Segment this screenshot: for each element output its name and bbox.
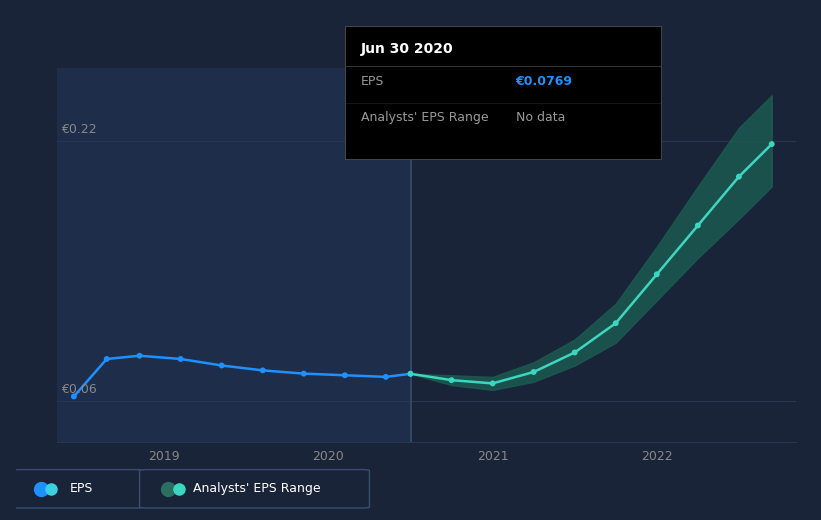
Text: Analysts' EPS Range: Analysts' EPS Range	[360, 111, 488, 124]
Text: €0.22: €0.22	[61, 123, 96, 136]
Point	[404, 370, 417, 378]
Point	[527, 368, 540, 376]
Point	[215, 361, 228, 370]
Text: EPS: EPS	[70, 483, 93, 495]
Text: €0.06: €0.06	[61, 383, 97, 396]
Text: EPS: EPS	[360, 75, 384, 88]
Point	[445, 376, 458, 384]
Point	[568, 348, 581, 357]
Text: No data: No data	[516, 111, 565, 124]
Point	[486, 379, 499, 387]
Point	[379, 373, 392, 381]
Point	[404, 370, 417, 378]
Point	[338, 371, 351, 380]
Text: Actual: Actual	[365, 83, 404, 96]
Point	[691, 222, 704, 230]
Point	[765, 140, 778, 148]
Point	[133, 352, 146, 360]
Text: Analysts' EPS Range: Analysts' EPS Range	[193, 483, 320, 495]
Bar	[57, 68, 410, 442]
Point	[174, 355, 187, 363]
Point	[609, 319, 622, 327]
Point	[67, 392, 80, 400]
Point	[297, 370, 310, 378]
Point	[732, 173, 745, 181]
FancyBboxPatch shape	[140, 470, 369, 508]
Text: Analysts Forecasts: Analysts Forecasts	[417, 83, 534, 96]
Point	[256, 366, 269, 374]
FancyBboxPatch shape	[12, 470, 144, 508]
Point	[100, 355, 113, 363]
Text: €0.0769: €0.0769	[516, 75, 572, 88]
Point	[650, 270, 663, 279]
Text: Jun 30 2020: Jun 30 2020	[360, 42, 453, 56]
